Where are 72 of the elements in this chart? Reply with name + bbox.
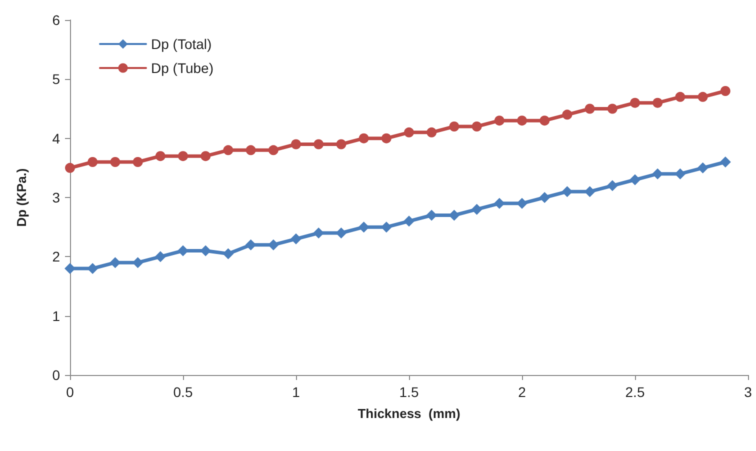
x-tick-label: 1	[292, 384, 300, 400]
point	[630, 174, 640, 186]
point	[223, 145, 234, 156]
x-tick-label: 3	[744, 384, 752, 400]
point	[720, 156, 731, 168]
point	[540, 116, 550, 126]
point	[472, 122, 482, 132]
point	[222, 248, 234, 260]
point	[404, 216, 414, 227]
point	[336, 139, 346, 150]
point	[720, 86, 730, 96]
point	[607, 104, 618, 114]
point	[246, 145, 256, 156]
x-axis-title: Thickness (mm)	[358, 406, 460, 421]
point	[65, 162, 75, 173]
y-tick-label: 1	[52, 308, 60, 324]
point	[675, 92, 686, 102]
point	[630, 98, 640, 108]
point	[291, 139, 301, 150]
x-tick-label: 2.5	[625, 384, 645, 400]
point	[584, 104, 595, 114]
point	[200, 151, 211, 162]
point	[606, 180, 618, 192]
y-tick-label: 3	[52, 190, 60, 206]
point	[652, 98, 663, 108]
legend-label: Dp (Total)	[151, 36, 212, 52]
point	[178, 245, 188, 256]
point	[471, 204, 482, 215]
point	[178, 151, 188, 162]
y-tick-label: 0	[52, 367, 60, 383]
point	[494, 198, 505, 209]
x-tick-label: 0.5	[173, 384, 193, 400]
point	[132, 257, 144, 268]
point	[358, 222, 370, 233]
point	[88, 157, 98, 167]
point	[562, 110, 572, 120]
y-tick-label: 4	[52, 130, 60, 146]
point	[539, 192, 550, 203]
point	[132, 157, 143, 167]
y-tick-label: 5	[52, 71, 60, 88]
point	[516, 198, 528, 209]
point	[154, 251, 166, 262]
x-tick-label: 2	[518, 384, 526, 400]
y-axis-title: Dp (KPa.)	[14, 168, 29, 227]
point	[562, 186, 573, 198]
point	[155, 151, 166, 162]
point	[698, 92, 708, 102]
point	[110, 157, 120, 167]
point	[336, 228, 347, 238]
point	[426, 127, 437, 138]
point	[87, 263, 98, 274]
point	[358, 133, 369, 144]
point	[449, 122, 460, 132]
point	[494, 116, 504, 126]
point	[381, 133, 392, 144]
point	[404, 127, 414, 138]
x-tick-label: 0	[66, 384, 74, 400]
point	[64, 263, 76, 274]
point	[200, 245, 212, 256]
point	[584, 186, 596, 198]
point	[245, 239, 256, 250]
y-tick-label: 2	[52, 248, 60, 265]
point	[674, 168, 686, 180]
point	[314, 139, 324, 150]
point	[697, 162, 708, 174]
point	[110, 257, 121, 268]
point	[268, 145, 278, 156]
y-tick-label: 6	[52, 12, 60, 28]
x-tick-label: 1.5	[399, 384, 419, 400]
point	[517, 116, 527, 126]
point	[290, 233, 302, 244]
legend-label: Dp (Tube)	[151, 60, 214, 76]
